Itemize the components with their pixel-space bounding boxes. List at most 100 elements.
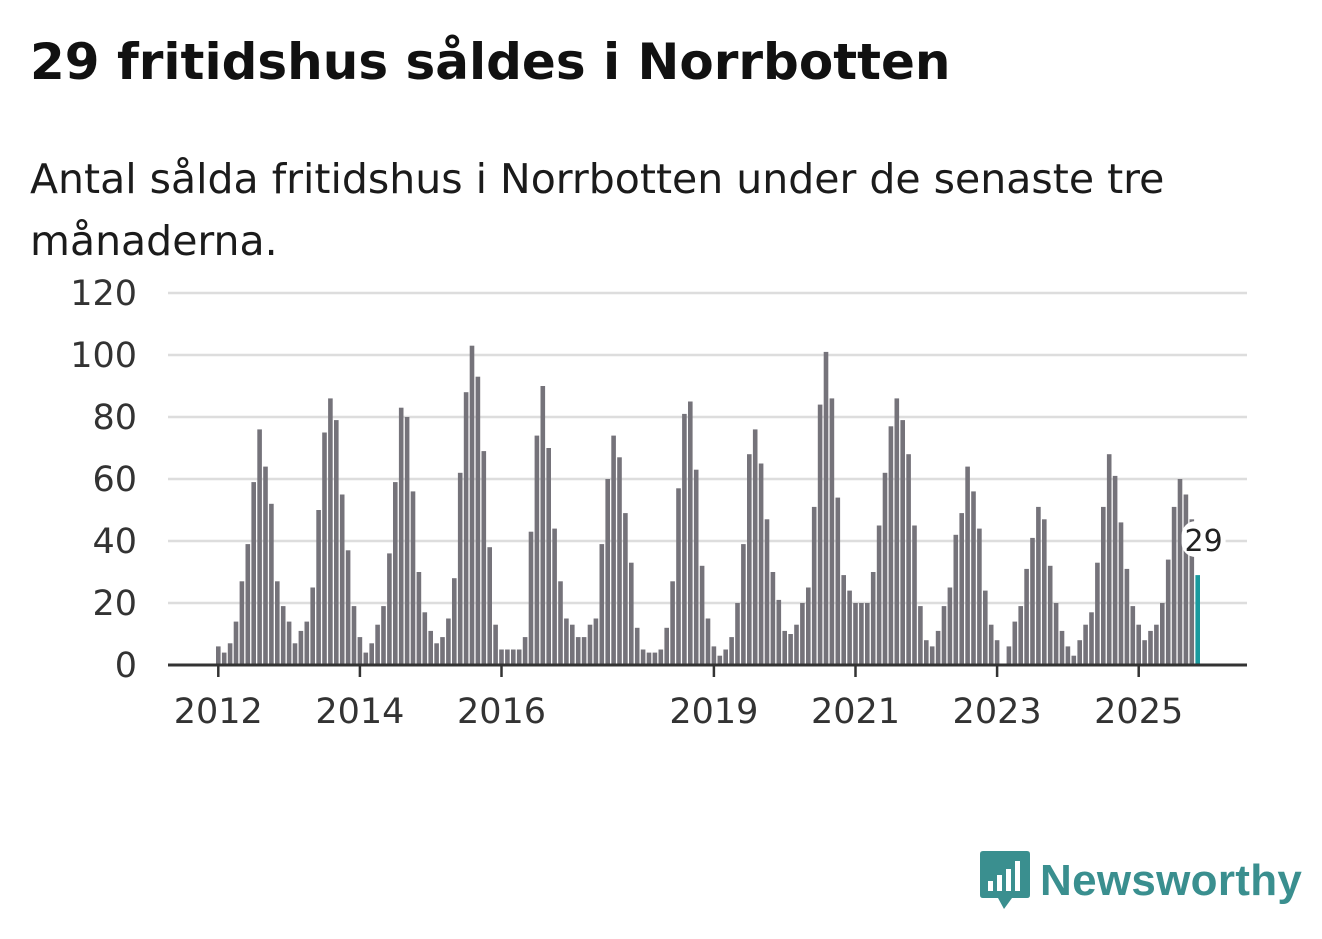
bar — [1059, 630, 1065, 665]
bar — [817, 404, 823, 665]
bar — [670, 581, 675, 665]
bar — [528, 531, 534, 665]
bar — [422, 612, 428, 665]
bar — [1089, 612, 1094, 665]
bar — [764, 519, 770, 665]
bar — [499, 649, 504, 665]
x-tick-label-2021: 2021 — [811, 692, 900, 732]
bar — [723, 649, 728, 665]
bar — [227, 643, 233, 665]
bar — [947, 587, 953, 665]
bar — [251, 482, 256, 665]
bar-chart: 0 20 40 60 80 100 120 2012 2014 2016 2019 2021 2023… — [70, 274, 1247, 732]
bar — [587, 624, 593, 665]
bar — [534, 435, 540, 665]
bar — [634, 627, 640, 665]
bar — [345, 550, 351, 665]
bar — [705, 618, 711, 665]
bar — [1024, 568, 1029, 665]
y-tick-label-0: 0 — [115, 646, 137, 686]
bar — [263, 466, 268, 665]
bar — [977, 528, 982, 665]
bar — [1106, 454, 1112, 665]
bar — [965, 466, 970, 665]
bar — [1047, 565, 1053, 665]
annotation-label: 29 — [1185, 524, 1223, 559]
bar — [269, 503, 274, 665]
bar — [1142, 640, 1147, 665]
bar — [983, 590, 988, 665]
bar — [393, 482, 398, 665]
bar — [870, 572, 876, 665]
bar — [416, 572, 422, 665]
bar — [398, 407, 404, 665]
bar — [1006, 646, 1012, 665]
bar — [823, 351, 829, 665]
bar — [629, 562, 634, 665]
bar — [481, 451, 487, 665]
bar — [688, 401, 693, 665]
bar — [752, 429, 758, 665]
bar — [811, 506, 817, 665]
bar — [888, 426, 894, 665]
bar — [522, 637, 528, 665]
bar — [729, 637, 734, 665]
y-tick-label-80: 80 — [92, 398, 137, 438]
bar — [918, 606, 923, 665]
gridlines — [168, 291, 1247, 605]
bar — [652, 652, 658, 665]
bar — [617, 457, 622, 665]
bar — [1130, 606, 1136, 665]
bar — [322, 432, 327, 665]
bar — [233, 621, 239, 665]
bar — [552, 528, 557, 665]
bar — [463, 392, 469, 665]
bar — [1136, 624, 1141, 665]
annotation-bg — [1181, 521, 1226, 558]
bar — [581, 637, 587, 665]
bar — [493, 624, 498, 665]
bar — [800, 603, 805, 665]
bar — [428, 630, 433, 665]
bar — [511, 649, 516, 665]
x-tick-label-2023: 2023 — [953, 692, 1042, 732]
bar — [1083, 624, 1088, 665]
bar — [1154, 624, 1159, 665]
bar — [546, 448, 551, 665]
bar — [304, 621, 310, 665]
bar — [257, 429, 262, 665]
bar — [1171, 506, 1177, 665]
bar — [717, 655, 723, 665]
bar — [381, 606, 386, 665]
bar — [452, 578, 457, 665]
bar — [971, 491, 976, 665]
bar-highlight — [1195, 575, 1200, 665]
newsworthy-logo: Newsworthy — [980, 851, 1302, 911]
bar — [457, 472, 463, 665]
bar — [375, 624, 380, 665]
bar — [357, 637, 363, 665]
bar — [835, 497, 841, 665]
bar — [286, 621, 292, 665]
bar — [794, 624, 799, 665]
bar — [469, 345, 475, 665]
bar — [988, 624, 994, 665]
bar — [882, 472, 888, 665]
bar — [339, 494, 345, 665]
bar — [292, 643, 298, 665]
bar — [1071, 655, 1077, 665]
bars — [216, 345, 1200, 665]
bar — [275, 581, 280, 665]
y-tick-label-120: 120 — [70, 274, 137, 314]
bar — [570, 624, 575, 665]
bar — [758, 463, 764, 665]
chart-subtitle: Antal sålda fritidshus i Norrbotten unde… — [30, 155, 1165, 265]
bar — [640, 649, 646, 665]
bar — [328, 398, 333, 665]
bar — [941, 606, 947, 665]
bar — [410, 491, 416, 665]
bar — [770, 572, 776, 665]
bar — [912, 525, 917, 665]
x-tick-label-2014: 2014 — [315, 692, 404, 732]
bar — [516, 649, 522, 665]
